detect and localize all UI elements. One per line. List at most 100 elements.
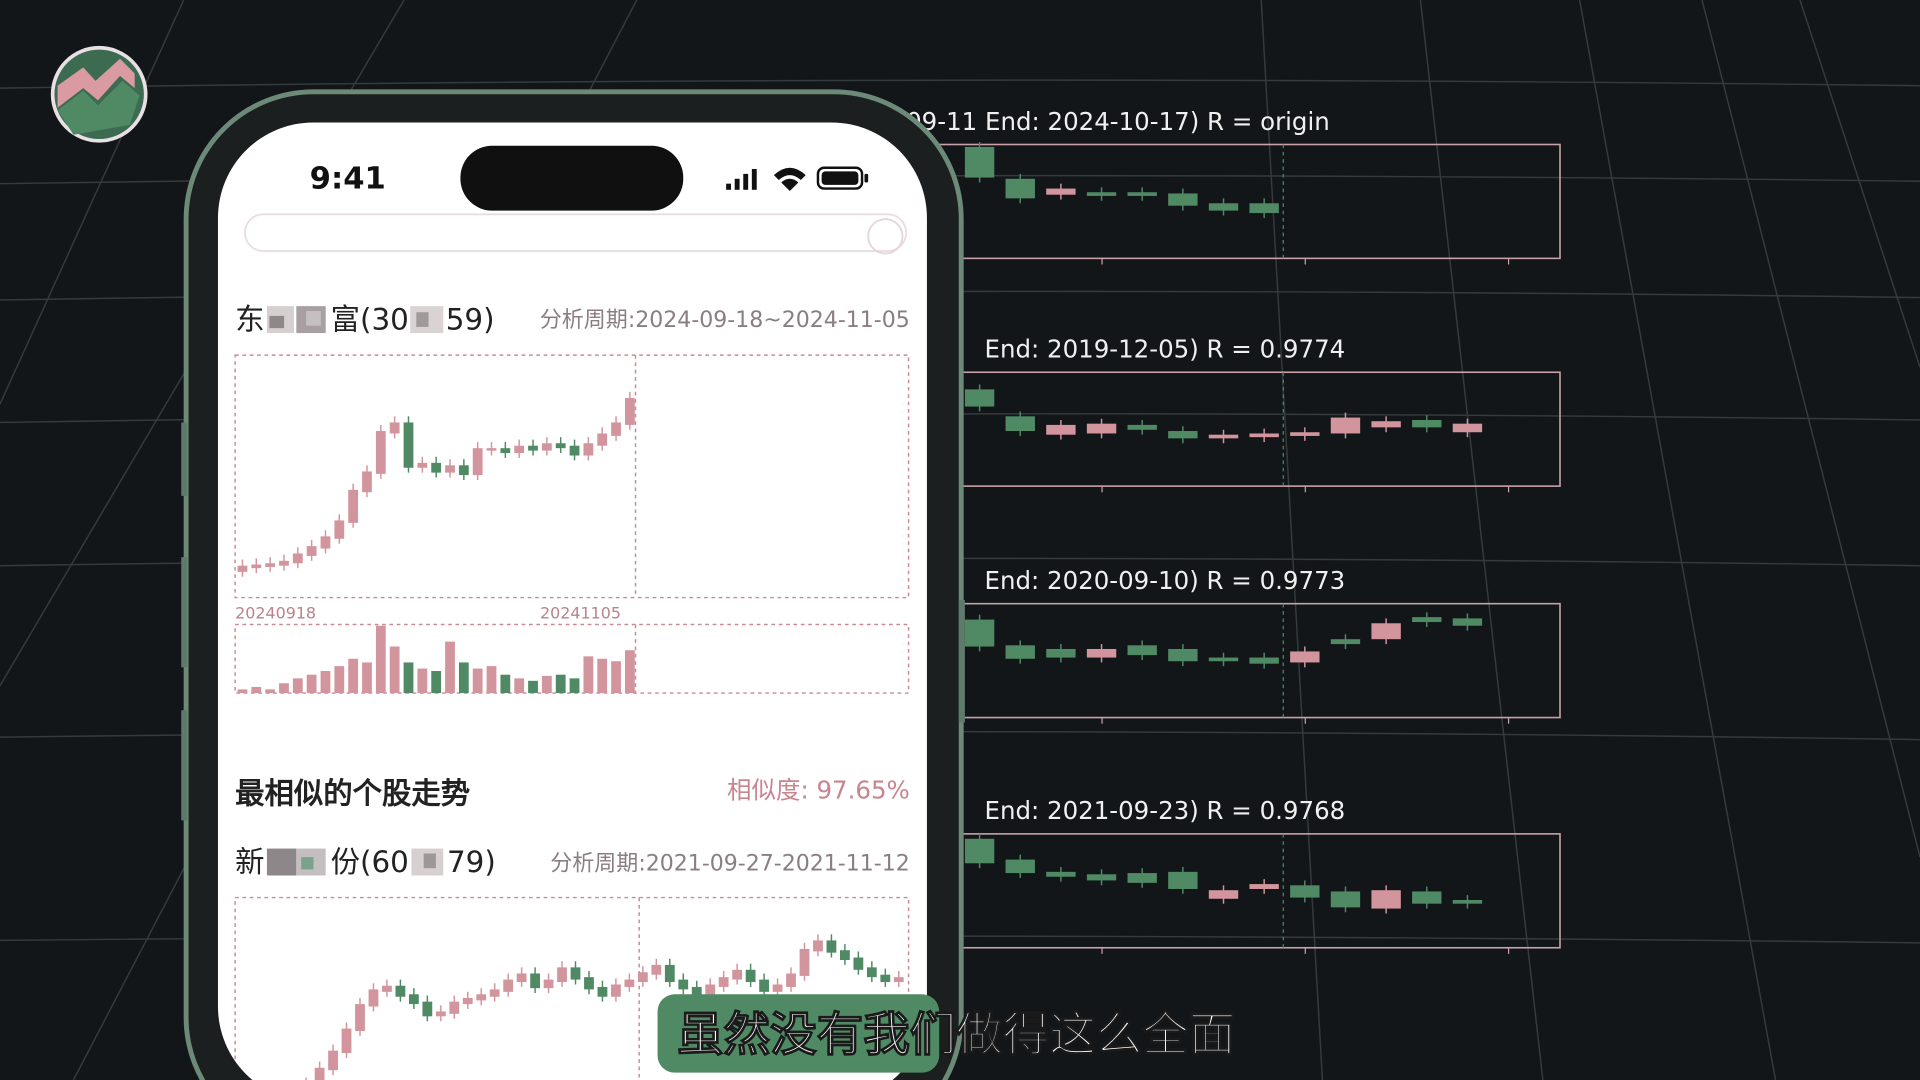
volume-bar <box>472 668 483 694</box>
candle <box>1005 178 1035 199</box>
volume-bar <box>611 661 621 694</box>
candle <box>1452 423 1483 433</box>
candle <box>422 1001 433 1017</box>
candle <box>530 973 540 989</box>
candle <box>341 1028 352 1054</box>
candle <box>1290 432 1320 436</box>
candle <box>279 560 289 566</box>
candle <box>1208 657 1239 662</box>
candle <box>476 994 487 1001</box>
candle <box>1208 203 1239 211</box>
candle <box>389 422 400 434</box>
candle <box>1371 421 1401 428</box>
candle <box>408 994 419 1005</box>
candle <box>314 1067 325 1080</box>
candle <box>1086 648 1117 658</box>
candle <box>597 433 608 446</box>
candle <box>772 984 783 992</box>
candle <box>1412 617 1442 623</box>
panel-label: 09-11 End: 2024-10-17) R = origin <box>906 107 1330 136</box>
candle <box>1330 891 1361 908</box>
candle <box>1330 639 1361 645</box>
candle <box>458 465 469 476</box>
candle <box>893 977 904 983</box>
candle <box>624 397 635 425</box>
candle <box>348 489 359 523</box>
candle <box>964 619 995 647</box>
volume-bar <box>237 689 248 694</box>
target-name: 富(30 <box>331 302 409 336</box>
candle <box>611 422 621 436</box>
volume-bar <box>389 646 400 694</box>
similar-period: 分析周期:2021-09-27-2021-11-12 <box>550 852 910 877</box>
candle <box>375 431 386 474</box>
candle <box>1290 885 1320 898</box>
candle <box>503 979 514 992</box>
volume-bar <box>292 678 303 694</box>
candle <box>237 565 248 572</box>
similarity: 相似度: 97.65% <box>727 775 910 804</box>
similar-name: 79) <box>447 845 496 879</box>
candle <box>569 445 580 456</box>
candle <box>403 422 414 468</box>
candle <box>1005 859 1035 874</box>
phone: 9:41 东 富(30 59) 分析周期:2024-09-18~2024-11-… <box>181 89 965 1080</box>
volume-bar <box>458 662 469 694</box>
volume-bar <box>375 625 386 694</box>
candle <box>1046 871 1076 877</box>
candle <box>964 389 995 407</box>
candle <box>449 1001 460 1014</box>
volume-bar <box>583 656 594 694</box>
candle <box>500 448 511 454</box>
candle <box>1005 645 1035 659</box>
candle <box>292 553 303 564</box>
candle <box>516 973 527 983</box>
volume-bar <box>486 666 497 694</box>
subtitle: 虽然没有我们做得这么全面 <box>677 1008 1235 1062</box>
candle <box>597 986 608 997</box>
volume-bar <box>279 683 289 694</box>
candle <box>880 974 891 983</box>
candle <box>320 536 331 549</box>
volume-bar <box>500 674 511 694</box>
candle <box>486 448 497 451</box>
candle <box>964 838 995 864</box>
candle <box>1168 871 1198 889</box>
candle <box>1086 874 1117 881</box>
candle <box>1127 645 1157 656</box>
candle <box>1249 203 1279 214</box>
candle <box>799 948 810 976</box>
candle <box>514 445 525 454</box>
volume-bar <box>417 668 428 694</box>
candle <box>555 443 566 449</box>
candle <box>1005 416 1035 432</box>
volume-bar <box>555 674 566 694</box>
candle <box>813 940 823 952</box>
x-label: 20241105 <box>540 603 621 622</box>
panel-label: End: 2019-12-05) R = 0.9774 <box>984 335 1345 364</box>
candle <box>1168 648 1198 662</box>
candle <box>866 967 877 978</box>
candle <box>334 520 345 539</box>
candle <box>395 985 406 997</box>
candle <box>1452 618 1483 626</box>
candle <box>718 977 729 987</box>
candle <box>306 546 317 556</box>
volume-bar <box>597 658 608 694</box>
candle <box>1046 648 1076 658</box>
candle <box>611 984 621 997</box>
similar-title: 最相似的个股走势 <box>235 776 470 810</box>
candle <box>355 1004 365 1032</box>
candle <box>584 977 594 990</box>
candle <box>1452 900 1483 904</box>
candle <box>1249 433 1279 438</box>
candle <box>431 462 442 473</box>
volume-bar <box>334 666 345 694</box>
candle <box>759 979 769 992</box>
candle <box>637 972 648 983</box>
volume-bar <box>431 671 442 694</box>
candle <box>840 950 850 960</box>
x-label: 20240918 <box>235 603 316 622</box>
